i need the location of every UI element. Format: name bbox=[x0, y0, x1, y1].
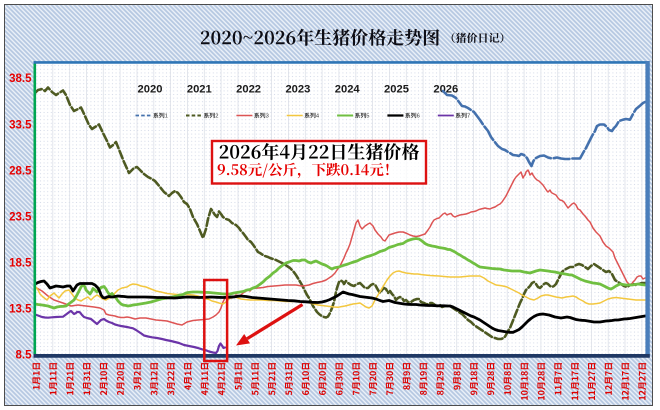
svg-text:23.5: 23.5 bbox=[9, 211, 32, 223]
svg-text:3: 3 bbox=[266, 114, 269, 120]
svg-text:28.5: 28.5 bbox=[9, 165, 32, 177]
svg-text:33.5: 33.5 bbox=[9, 119, 32, 131]
svg-text:4: 4 bbox=[316, 114, 320, 120]
svg-text:2023: 2023 bbox=[285, 84, 310, 96]
svg-text:7: 7 bbox=[467, 114, 470, 120]
svg-text:2024: 2024 bbox=[335, 84, 361, 96]
svg-text:2021: 2021 bbox=[187, 84, 212, 96]
svg-text:38.5: 38.5 bbox=[9, 73, 32, 85]
svg-text:5: 5 bbox=[366, 114, 369, 120]
svg-text:2020: 2020 bbox=[138, 84, 163, 96]
svg-text:2026: 2026 bbox=[433, 84, 458, 96]
svg-text:2: 2 bbox=[215, 114, 218, 120]
svg-text:1: 1 bbox=[165, 114, 168, 120]
svg-text:6: 6 bbox=[417, 114, 420, 120]
svg-text:2025: 2025 bbox=[384, 84, 409, 96]
svg-text:8.5: 8.5 bbox=[16, 350, 33, 362]
svg-text:13.5: 13.5 bbox=[9, 304, 32, 316]
svg-text:18.5: 18.5 bbox=[9, 258, 32, 270]
svg-text:2022: 2022 bbox=[236, 84, 261, 96]
